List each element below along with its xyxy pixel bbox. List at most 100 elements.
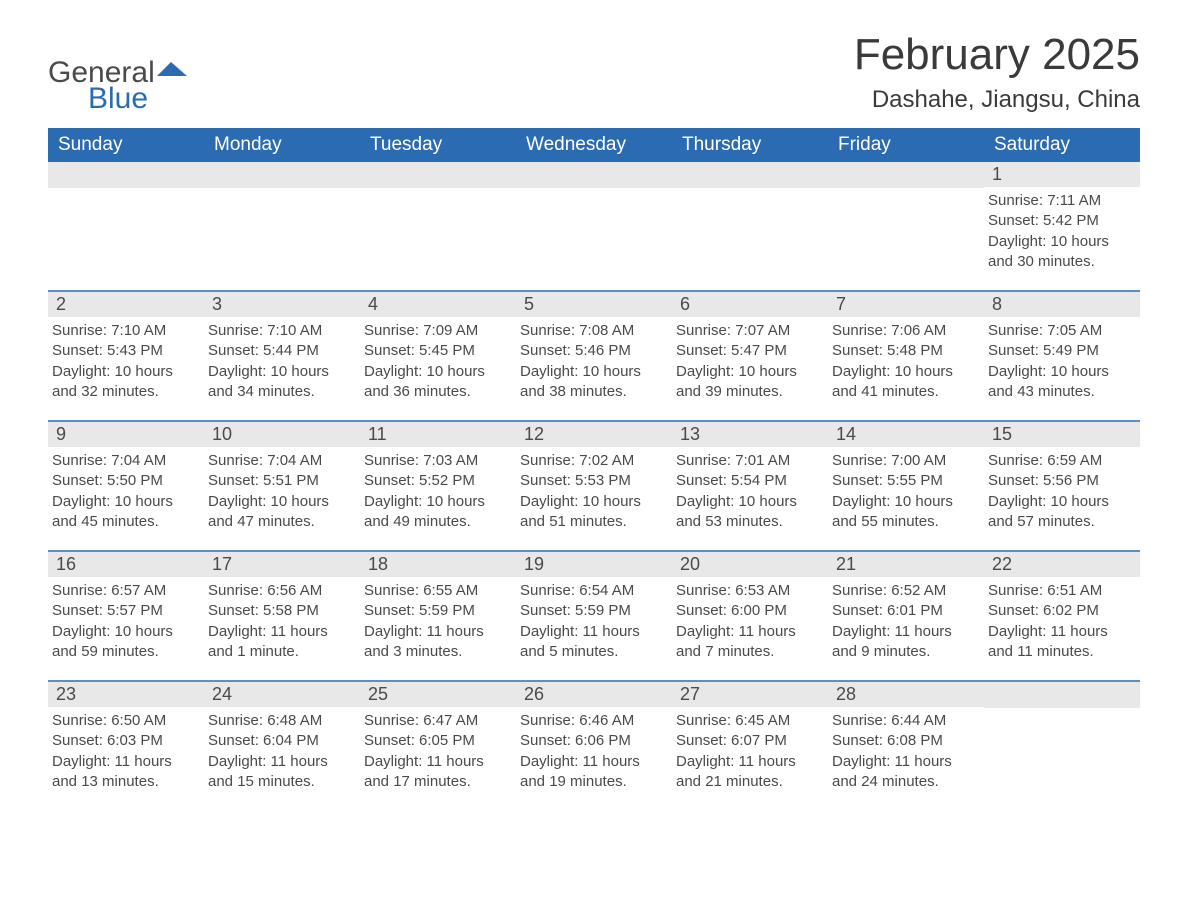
day-body: Sunrise: 6:50 AMSunset: 6:03 PMDaylight:…: [48, 707, 204, 792]
day-body: Sunrise: 7:00 AMSunset: 5:55 PMDaylight:…: [828, 447, 984, 532]
sunset-text: Sunset: 5:58 PM: [208, 601, 354, 621]
sunrise-text: Sunrise: 6:52 AM: [832, 581, 978, 601]
day-empty: [516, 162, 672, 272]
day-16: 16Sunrise: 6:57 AMSunset: 5:57 PMDayligh…: [48, 552, 204, 662]
dow-saturday: Saturday: [984, 128, 1140, 162]
day-21: 21Sunrise: 6:52 AMSunset: 6:01 PMDayligh…: [828, 552, 984, 662]
daylight-text: Daylight: 11 hours and 24 minutes.: [832, 752, 978, 793]
day-27: 27Sunrise: 6:45 AMSunset: 6:07 PMDayligh…: [672, 682, 828, 792]
calendar: SundayMondayTuesdayWednesdayThursdayFrid…: [48, 128, 1140, 792]
sunrise-text: Sunrise: 7:10 AM: [208, 321, 354, 341]
day-number: 19: [516, 552, 672, 577]
day-body: Sunrise: 7:10 AMSunset: 5:44 PMDaylight:…: [204, 317, 360, 402]
daylight-text: Daylight: 11 hours and 15 minutes.: [208, 752, 354, 793]
dow-wednesday: Wednesday: [516, 128, 672, 162]
daylight-text: Daylight: 11 hours and 19 minutes.: [520, 752, 666, 793]
day-12: 12Sunrise: 7:02 AMSunset: 5:53 PMDayligh…: [516, 422, 672, 532]
day-body: Sunrise: 6:46 AMSunset: 6:06 PMDaylight:…: [516, 707, 672, 792]
sunrise-text: Sunrise: 6:59 AM: [988, 451, 1134, 471]
day-1: 1Sunrise: 7:11 AMSunset: 5:42 PMDaylight…: [984, 162, 1140, 272]
daylight-text: Daylight: 10 hours and 30 minutes.: [988, 232, 1134, 273]
daylight-text: Daylight: 10 hours and 49 minutes.: [364, 492, 510, 533]
day-25: 25Sunrise: 6:47 AMSunset: 6:05 PMDayligh…: [360, 682, 516, 792]
day-number: 24: [204, 682, 360, 707]
daylight-text: Daylight: 10 hours and 34 minutes.: [208, 362, 354, 403]
sunset-text: Sunset: 5:42 PM: [988, 211, 1134, 231]
daylight-text: Daylight: 10 hours and 43 minutes.: [988, 362, 1134, 403]
sunrise-text: Sunrise: 7:02 AM: [520, 451, 666, 471]
day-number: [516, 162, 672, 188]
day-number: [984, 682, 1140, 708]
sunrise-text: Sunrise: 7:07 AM: [676, 321, 822, 341]
day-body: Sunrise: 7:03 AMSunset: 5:52 PMDaylight:…: [360, 447, 516, 532]
day-number: 6: [672, 292, 828, 317]
sunset-text: Sunset: 5:47 PM: [676, 341, 822, 361]
day-number: 26: [516, 682, 672, 707]
day-number: 1: [984, 162, 1140, 187]
dow-friday: Friday: [828, 128, 984, 162]
daylight-text: Daylight: 10 hours and 57 minutes.: [988, 492, 1134, 533]
days-of-week-header: SundayMondayTuesdayWednesdayThursdayFrid…: [48, 128, 1140, 162]
sunrise-text: Sunrise: 7:00 AM: [832, 451, 978, 471]
day-number: 9: [48, 422, 204, 447]
day-number: 15: [984, 422, 1140, 447]
sunset-text: Sunset: 5:59 PM: [364, 601, 510, 621]
header: General Blue February 2025 Dashahe, Jian…: [48, 30, 1140, 116]
day-body: Sunrise: 7:02 AMSunset: 5:53 PMDaylight:…: [516, 447, 672, 532]
sunset-text: Sunset: 5:54 PM: [676, 471, 822, 491]
day-number: 10: [204, 422, 360, 447]
day-body: Sunrise: 7:08 AMSunset: 5:46 PMDaylight:…: [516, 317, 672, 402]
sunset-text: Sunset: 5:55 PM: [832, 471, 978, 491]
day-22: 22Sunrise: 6:51 AMSunset: 6:02 PMDayligh…: [984, 552, 1140, 662]
day-19: 19Sunrise: 6:54 AMSunset: 5:59 PMDayligh…: [516, 552, 672, 662]
sunrise-text: Sunrise: 7:08 AM: [520, 321, 666, 341]
sunrise-text: Sunrise: 6:44 AM: [832, 711, 978, 731]
day-3: 3Sunrise: 7:10 AMSunset: 5:44 PMDaylight…: [204, 292, 360, 402]
month-title: February 2025: [854, 30, 1140, 80]
sunrise-text: Sunrise: 7:03 AM: [364, 451, 510, 471]
daylight-text: Daylight: 10 hours and 59 minutes.: [52, 622, 198, 663]
day-body: Sunrise: 6:47 AMSunset: 6:05 PMDaylight:…: [360, 707, 516, 792]
day-body: Sunrise: 6:52 AMSunset: 6:01 PMDaylight:…: [828, 577, 984, 662]
day-body: Sunrise: 7:04 AMSunset: 5:50 PMDaylight:…: [48, 447, 204, 532]
sunrise-text: Sunrise: 7:10 AM: [52, 321, 198, 341]
dow-thursday: Thursday: [672, 128, 828, 162]
day-2: 2Sunrise: 7:10 AMSunset: 5:43 PMDaylight…: [48, 292, 204, 402]
daylight-text: Daylight: 11 hours and 7 minutes.: [676, 622, 822, 663]
day-body: Sunrise: 6:54 AMSunset: 5:59 PMDaylight:…: [516, 577, 672, 662]
day-6: 6Sunrise: 7:07 AMSunset: 5:47 PMDaylight…: [672, 292, 828, 402]
day-13: 13Sunrise: 7:01 AMSunset: 5:54 PMDayligh…: [672, 422, 828, 532]
sunrise-text: Sunrise: 6:47 AM: [364, 711, 510, 731]
day-9: 9Sunrise: 7:04 AMSunset: 5:50 PMDaylight…: [48, 422, 204, 532]
sunrise-text: Sunrise: 6:51 AM: [988, 581, 1134, 601]
daylight-text: Daylight: 11 hours and 1 minute.: [208, 622, 354, 663]
sunset-text: Sunset: 5:57 PM: [52, 601, 198, 621]
daylight-text: Daylight: 10 hours and 47 minutes.: [208, 492, 354, 533]
dow-tuesday: Tuesday: [360, 128, 516, 162]
day-body: Sunrise: 6:44 AMSunset: 6:08 PMDaylight:…: [828, 707, 984, 792]
sunrise-text: Sunrise: 6:48 AM: [208, 711, 354, 731]
daylight-text: Daylight: 10 hours and 55 minutes.: [832, 492, 978, 533]
day-20: 20Sunrise: 6:53 AMSunset: 6:00 PMDayligh…: [672, 552, 828, 662]
day-number: [672, 162, 828, 188]
day-number: 3: [204, 292, 360, 317]
sunrise-text: Sunrise: 6:50 AM: [52, 711, 198, 731]
sunrise-text: Sunrise: 6:53 AM: [676, 581, 822, 601]
day-body: Sunrise: 7:09 AMSunset: 5:45 PMDaylight:…: [360, 317, 516, 402]
daylight-text: Daylight: 11 hours and 13 minutes.: [52, 752, 198, 793]
day-8: 8Sunrise: 7:05 AMSunset: 5:49 PMDaylight…: [984, 292, 1140, 402]
location-label: Dashahe, Jiangsu, China: [854, 86, 1140, 114]
week-row: 16Sunrise: 6:57 AMSunset: 5:57 PMDayligh…: [48, 550, 1140, 662]
day-body: Sunrise: 6:53 AMSunset: 6:00 PMDaylight:…: [672, 577, 828, 662]
day-body: Sunrise: 6:59 AMSunset: 5:56 PMDaylight:…: [984, 447, 1140, 532]
daylight-text: Daylight: 11 hours and 3 minutes.: [364, 622, 510, 663]
sunrise-text: Sunrise: 7:09 AM: [364, 321, 510, 341]
day-number: 16: [48, 552, 204, 577]
sunrise-text: Sunrise: 6:56 AM: [208, 581, 354, 601]
sunset-text: Sunset: 6:07 PM: [676, 731, 822, 751]
day-empty: [828, 162, 984, 272]
day-body: Sunrise: 6:57 AMSunset: 5:57 PMDaylight:…: [48, 577, 204, 662]
dow-monday: Monday: [204, 128, 360, 162]
sunrise-text: Sunrise: 6:54 AM: [520, 581, 666, 601]
day-14: 14Sunrise: 7:00 AMSunset: 5:55 PMDayligh…: [828, 422, 984, 532]
